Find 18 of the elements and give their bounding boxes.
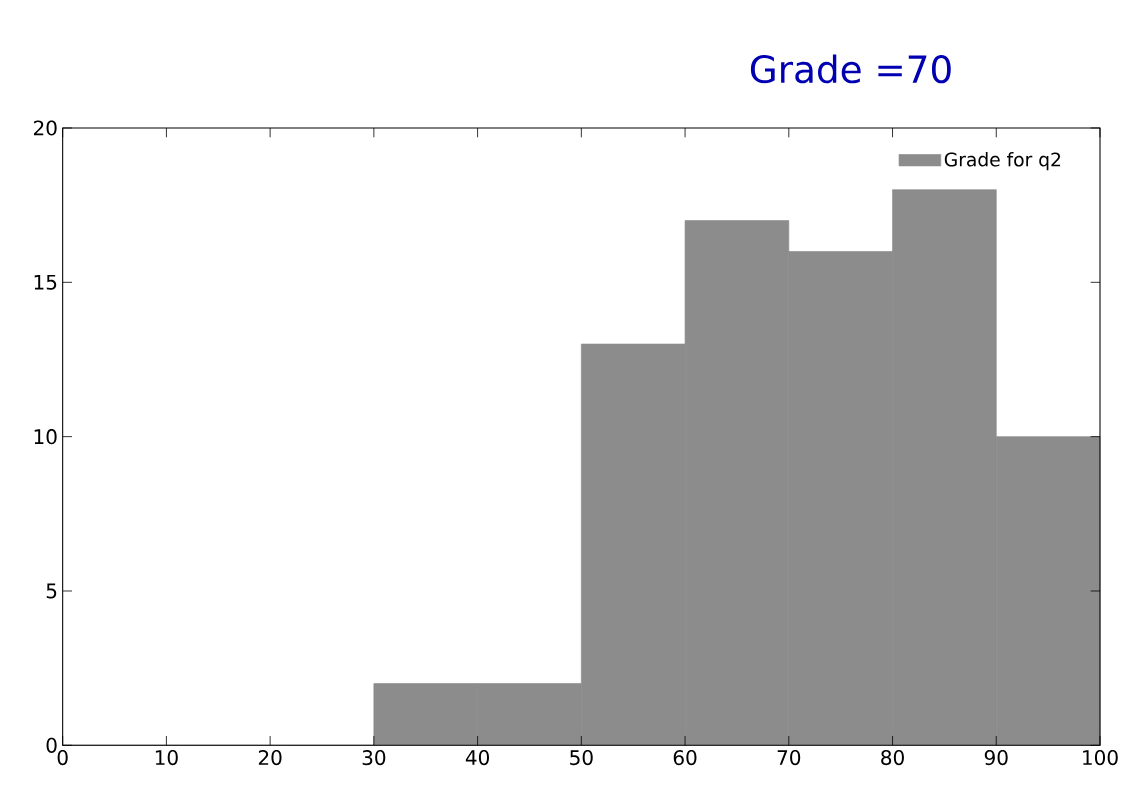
- x-tick-label: 10: [155, 750, 178, 766]
- x-tick-label: 90: [984, 750, 1008, 766]
- y-tick-label: 15: [34, 274, 57, 290]
- x-tick-label: 70: [777, 750, 801, 766]
- text: Grade =70: [750, 54, 951, 84]
- x-tick-label: 20: [258, 750, 282, 766]
- x-tick-label: 0: [57, 750, 68, 766]
- x-tick-label: 60: [673, 750, 697, 766]
- x-tick-label: 80: [881, 750, 904, 766]
- y-tick-label: 10: [34, 429, 57, 445]
- legend-label: Grade for q2: [944, 152, 1061, 171]
- x-tick-label: 50: [570, 750, 593, 766]
- x-tick-label: 40: [465, 750, 489, 766]
- x-tick-label: 30: [362, 750, 386, 766]
- x-tick-label: 100: [1083, 750, 1118, 766]
- y-tick-label: 5: [46, 583, 57, 599]
- y-tick-label: 0: [46, 737, 57, 753]
- y-tick-label: 20: [33, 120, 57, 136]
